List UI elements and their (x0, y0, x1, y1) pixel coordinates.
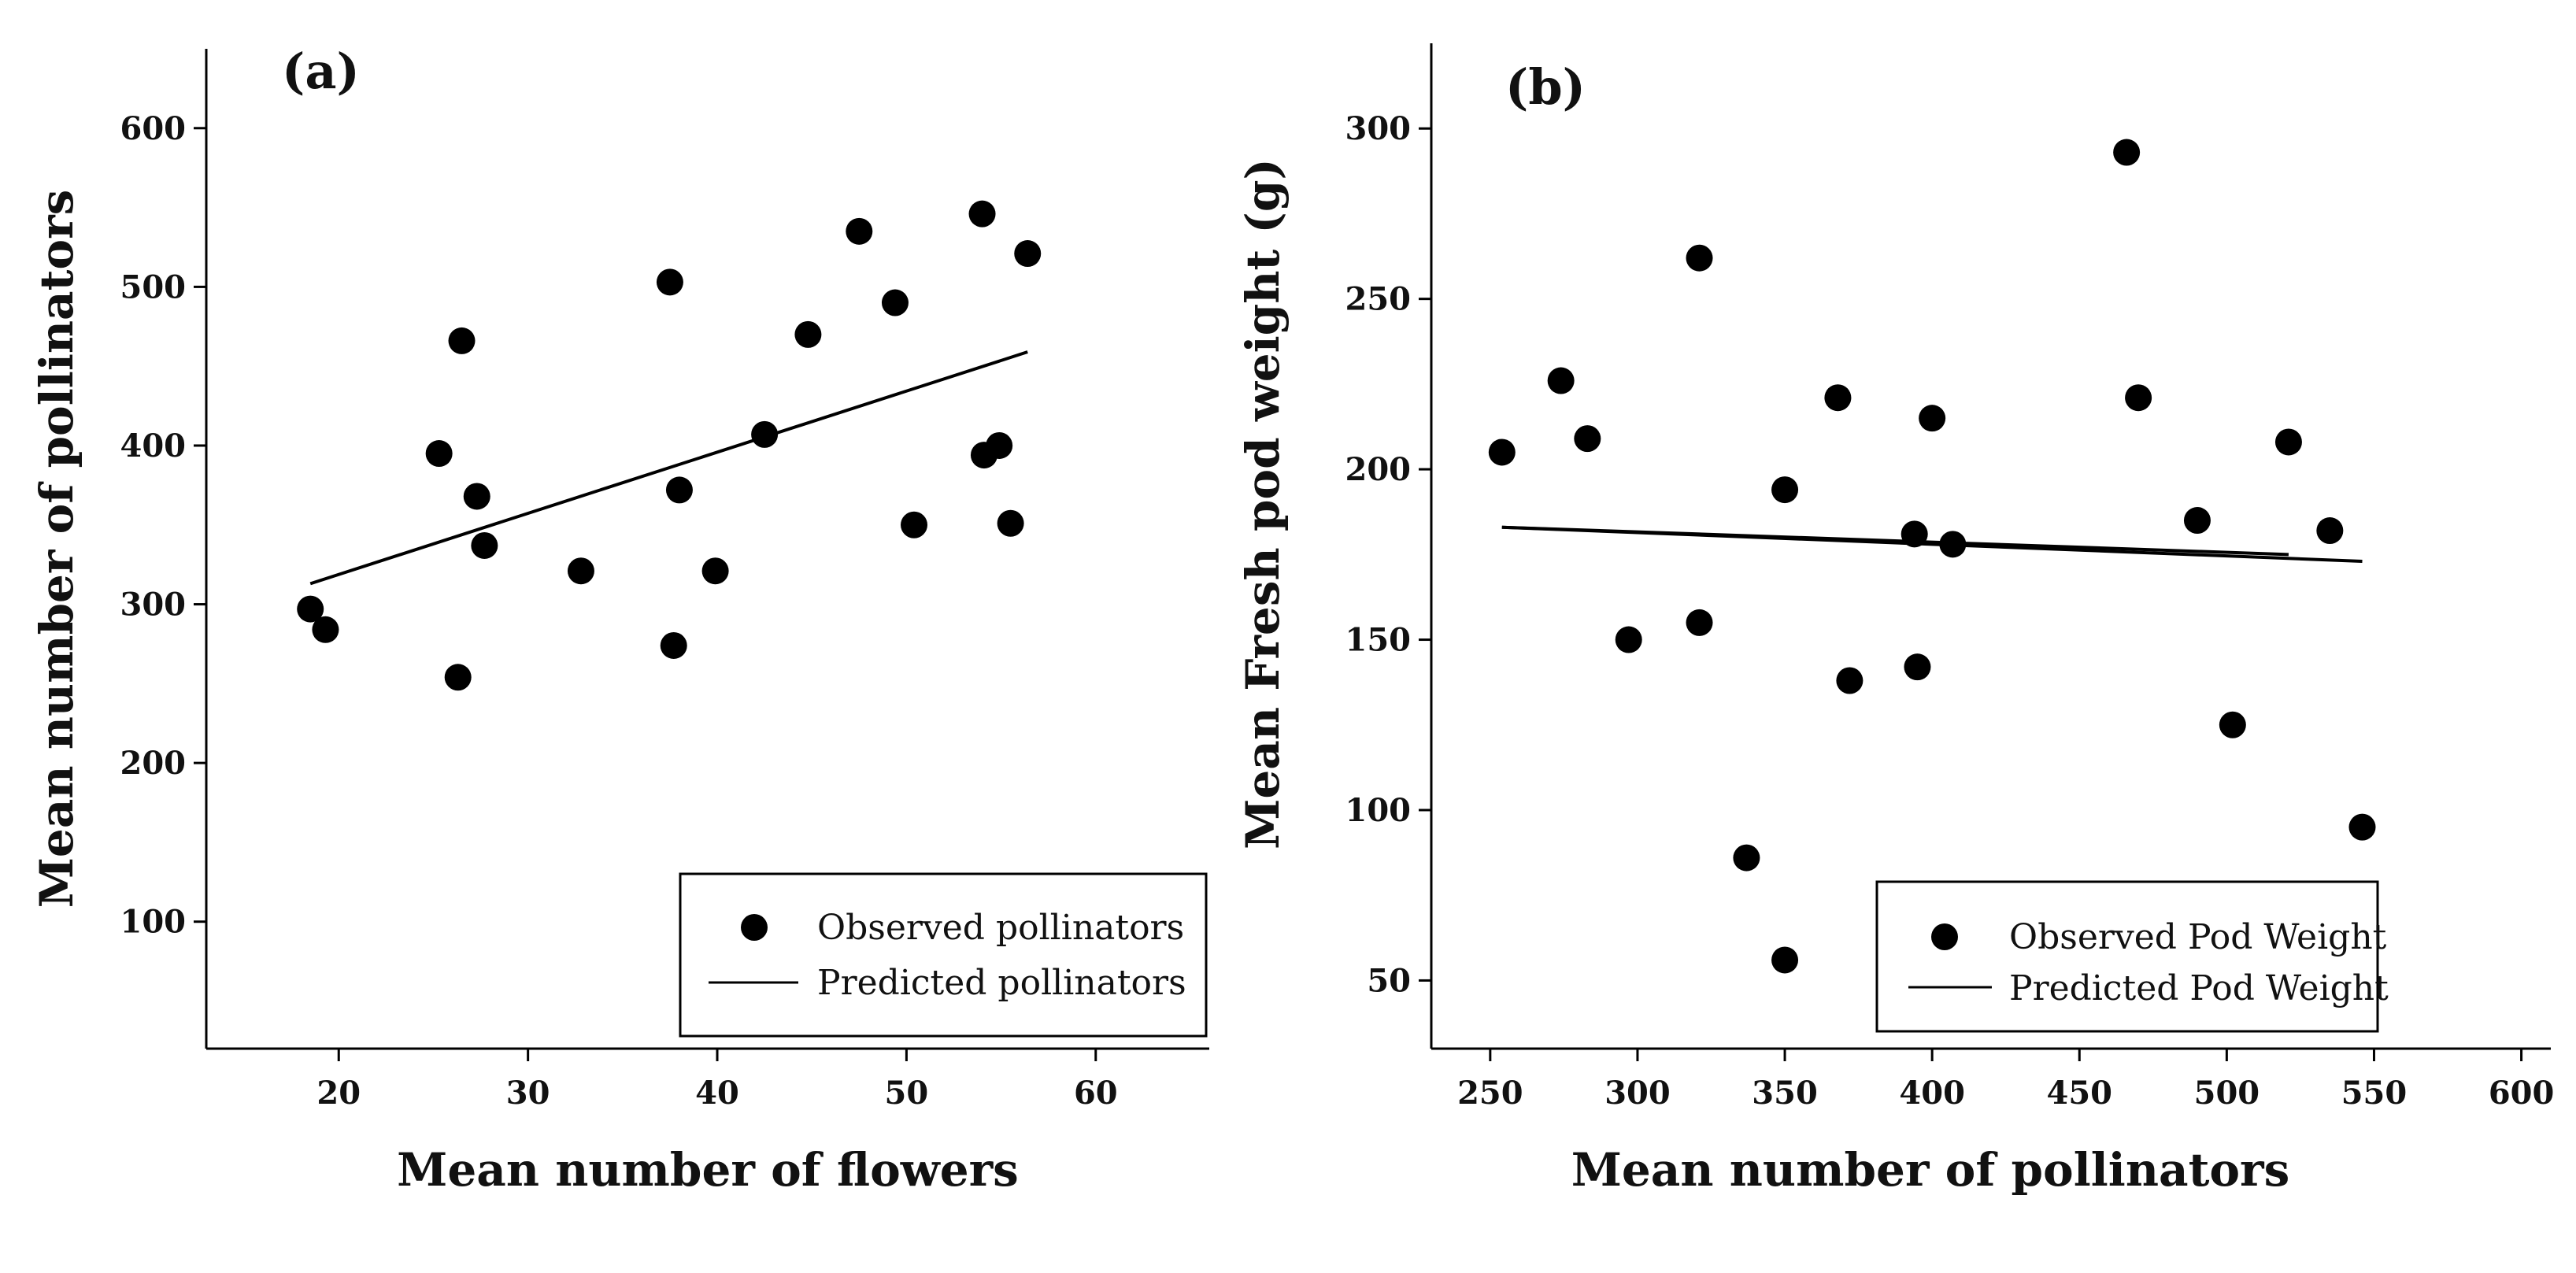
data-point (1939, 531, 1967, 558)
data-point (1824, 384, 1852, 412)
chart-panel-b: 250 300 350 400 450 500 550 600 50 100 150 200 250 3… (1236, 43, 2554, 1197)
x-tick-label: 300 (1604, 1075, 1671, 1112)
y-tick-label: 50 (1367, 962, 1411, 999)
data-point (660, 631, 687, 659)
data-point (968, 200, 996, 228)
y-ticks: 50 100 150 200 250 300 (1345, 110, 1431, 999)
legend-label-observed: Observed Pod Weight (2009, 917, 2387, 957)
y-tick-label: 500 (120, 268, 187, 305)
y-tick-label: 600 (120, 110, 187, 147)
y-tick-label: 100 (1345, 792, 1412, 829)
legend: Observed Pod Weight Predicted Pod Weight (1875, 880, 2389, 1033)
x-tick-label: 350 (1752, 1075, 1818, 1112)
predicted-line-group (1501, 525, 2363, 563)
data-point (1919, 405, 1946, 432)
legend-box (679, 872, 1208, 1038)
data-point (444, 664, 472, 691)
x-tick-label: 20 (316, 1075, 361, 1112)
data-point (1771, 476, 1799, 504)
data-point (312, 616, 339, 643)
x-tick-label: 450 (2047, 1075, 2113, 1112)
y-tick-label: 250 (1345, 281, 1412, 318)
x-tick-label: 500 (2194, 1075, 2260, 1112)
data-point (1836, 667, 1864, 694)
x-tick-label: 50 (885, 1075, 929, 1112)
legend-label-predicted: Predicted pollinators (817, 963, 1186, 1003)
x-tick-label: 60 (1074, 1075, 1118, 1112)
data-point (1904, 653, 1931, 681)
legend-label-predicted: Predicted Pod Weight (2009, 968, 2389, 1008)
data-point (2274, 428, 2302, 456)
data-point (1901, 520, 1928, 548)
x-axis-title: Mean number of flowers (397, 1143, 1019, 1197)
data-point (1488, 439, 1516, 466)
data-point (297, 595, 324, 623)
data-point (463, 483, 490, 510)
y-tick-label: 400 (120, 427, 187, 464)
x-tick-label: 250 (1457, 1075, 1523, 1112)
y-ticks: 100 200 300 400 500 600 (120, 110, 206, 941)
y-tick-label: 300 (120, 587, 187, 624)
y-tick-label: 200 (1345, 451, 1412, 488)
predicted-line (309, 350, 1028, 586)
data-point (701, 557, 729, 585)
y-tick-label: 100 (120, 904, 187, 941)
data-point (1686, 244, 1713, 272)
data-point (448, 327, 476, 354)
observed-points-group (1488, 139, 2376, 974)
axes (1430, 43, 2551, 1050)
data-point (2113, 139, 2141, 166)
x-ticks: 20 30 40 50 60 (316, 1049, 1118, 1112)
observed-points-group (297, 200, 1042, 691)
data-point (1014, 240, 1042, 268)
y-axis-title: Mean Fresh pod weight (g) (1236, 158, 1290, 849)
legend-marker-observed (1931, 923, 1958, 950)
data-point (1574, 425, 1601, 453)
chart-panel-a: 20 30 40 50 60 100 200 300 400 500 600 (a) Mean n… (30, 43, 1209, 1197)
data-point (1547, 367, 1575, 394)
y-tick-label: 300 (1345, 110, 1412, 147)
x-tick-label: 400 (1899, 1075, 1965, 1112)
data-point (2316, 517, 2344, 545)
predicted-line-group (309, 350, 1028, 586)
data-point (471, 531, 498, 559)
data-point (2219, 711, 2246, 738)
data-point (2125, 384, 2152, 412)
legend-label-observed: Observed pollinators (817, 908, 1184, 948)
data-point (794, 320, 822, 348)
data-point (1733, 844, 1760, 871)
x-tick-label: 550 (2341, 1075, 2408, 1112)
x-ticks: 250 300 350 400 450 500 550 600 (1457, 1049, 2554, 1112)
legend-marker-observed (741, 914, 768, 941)
x-axis-title: Mean number of pollinators (1571, 1143, 2290, 1197)
legend: Observed pollinators Predicted pollinato… (679, 872, 1208, 1038)
data-point (986, 431, 1013, 459)
predicted-line (1501, 525, 2289, 557)
data-point (1615, 626, 1642, 653)
y-tick-label: 200 (120, 745, 187, 782)
data-point (1771, 946, 1799, 974)
x-tick-label: 40 (695, 1075, 739, 1112)
y-axis-title: Mean number of pollinators (30, 190, 83, 908)
data-point (665, 476, 693, 504)
x-tick-label: 600 (2489, 1075, 2555, 1112)
data-point (901, 511, 928, 538)
panel-label: (b) (1505, 58, 1586, 116)
axes (205, 49, 1209, 1050)
data-point (567, 557, 594, 585)
data-point (656, 268, 683, 296)
data-point (751, 420, 779, 448)
data-point (2183, 507, 2211, 535)
data-point (2348, 813, 2376, 841)
data-point (425, 440, 453, 468)
data-point (1686, 609, 1713, 636)
data-point (846, 217, 873, 245)
y-tick-label: 150 (1345, 622, 1412, 659)
legend-box (1875, 880, 2379, 1033)
data-point (881, 289, 909, 316)
panel-label: (a) (282, 43, 360, 100)
data-point (997, 509, 1024, 537)
x-tick-label: 30 (506, 1075, 550, 1112)
